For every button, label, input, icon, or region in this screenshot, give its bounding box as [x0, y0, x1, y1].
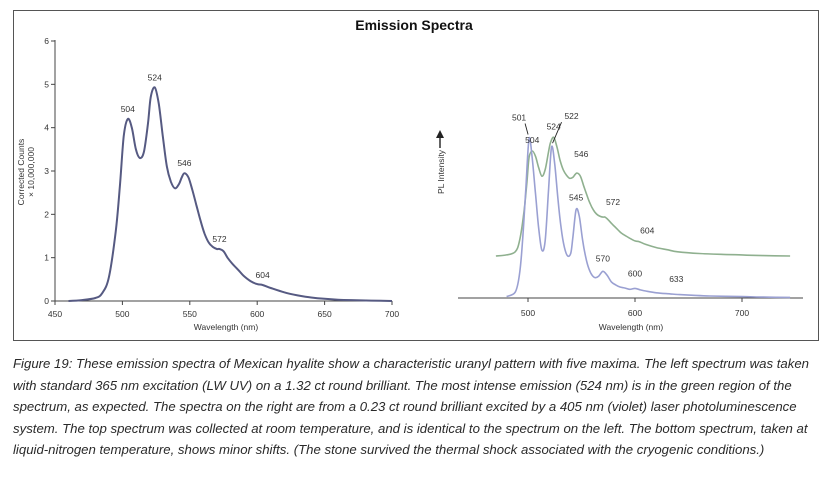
- right-peak-label: 600: [628, 268, 642, 278]
- left-y-tick-label: 0: [44, 296, 49, 306]
- left-x-tick-label: 700: [385, 309, 399, 319]
- right-y-axis-label: PL Intensity: [436, 149, 446, 194]
- left-y-tick-label: 5: [44, 79, 49, 89]
- left-x-tick-label: 650: [318, 309, 332, 319]
- right-peak-label: 570: [596, 253, 610, 263]
- left-x-tick-label: 450: [48, 309, 62, 319]
- right-peak-label: 522: [564, 111, 578, 121]
- emission-spectra-figure: Emission Spectra 0 1 2 3 4 5 6 450 500 550 600 650…: [16, 17, 803, 332]
- left-y-tick-label: 1: [44, 253, 49, 263]
- left-x-tick-label: 500: [115, 309, 129, 319]
- left-y-tick-label: 6: [44, 36, 49, 46]
- right-peak-label: 501: [512, 113, 526, 123]
- left-spectrum-line: [68, 86, 393, 302]
- left-y-axis-label: Corrected Counts: [16, 139, 26, 206]
- right-peak-label: 546: [574, 149, 588, 159]
- right-peak-label: 604: [640, 226, 654, 236]
- left-x-tick-label: 550: [183, 309, 197, 319]
- left-peak-label: 504: [121, 104, 135, 114]
- right-peak-label: 545: [569, 193, 583, 203]
- figure-frame: [13, 10, 819, 341]
- right-spectrum-chart: 500 600 700 504 524 501 522 546 545 572 604 570 600…: [436, 111, 803, 332]
- left-y-tick-label: 4: [44, 123, 49, 133]
- right-x-tick-label: 700: [735, 308, 749, 318]
- right-peak-label: 572: [606, 197, 620, 207]
- left-spectrum-chart: 0 1 2 3 4 5 6 450 500 550 600 650 700 504 524 546 572 6…: [16, 36, 399, 332]
- right-spectrum-room-temp-line: [495, 136, 791, 257]
- right-x-tick-label: 500: [521, 308, 535, 318]
- left-peak-label: 604: [255, 270, 269, 280]
- right-peak-label: 524: [547, 121, 561, 131]
- left-y-axis-label-unit: × 10,000,000: [26, 147, 36, 197]
- left-peak-label: 572: [212, 234, 226, 244]
- left-peak-label: 524: [148, 72, 162, 82]
- figure-caption: Figure 19: These emission spectra of Mex…: [13, 356, 809, 458]
- left-y-tick-label: 3: [44, 166, 49, 176]
- right-spectrum-liquid-nitrogen-line: [506, 136, 791, 299]
- figure-title: Emission Spectra: [355, 17, 473, 33]
- left-x-tick-label: 600: [250, 309, 264, 319]
- right-x-axis-label: Wavelength (nm): [599, 322, 664, 332]
- right-x-tick-label: 600: [628, 308, 642, 318]
- left-peak-label: 546: [177, 158, 191, 168]
- left-x-axis-label: Wavelength (nm): [194, 322, 259, 332]
- right-peak-label: 633: [669, 274, 683, 284]
- right-peak-leader-line: [552, 122, 562, 144]
- right-peak-label: 504: [525, 135, 539, 145]
- left-y-tick-label: 2: [44, 209, 49, 219]
- right-peak-leader-line: [524, 123, 529, 135]
- up-arrow-icon: [436, 130, 444, 148]
